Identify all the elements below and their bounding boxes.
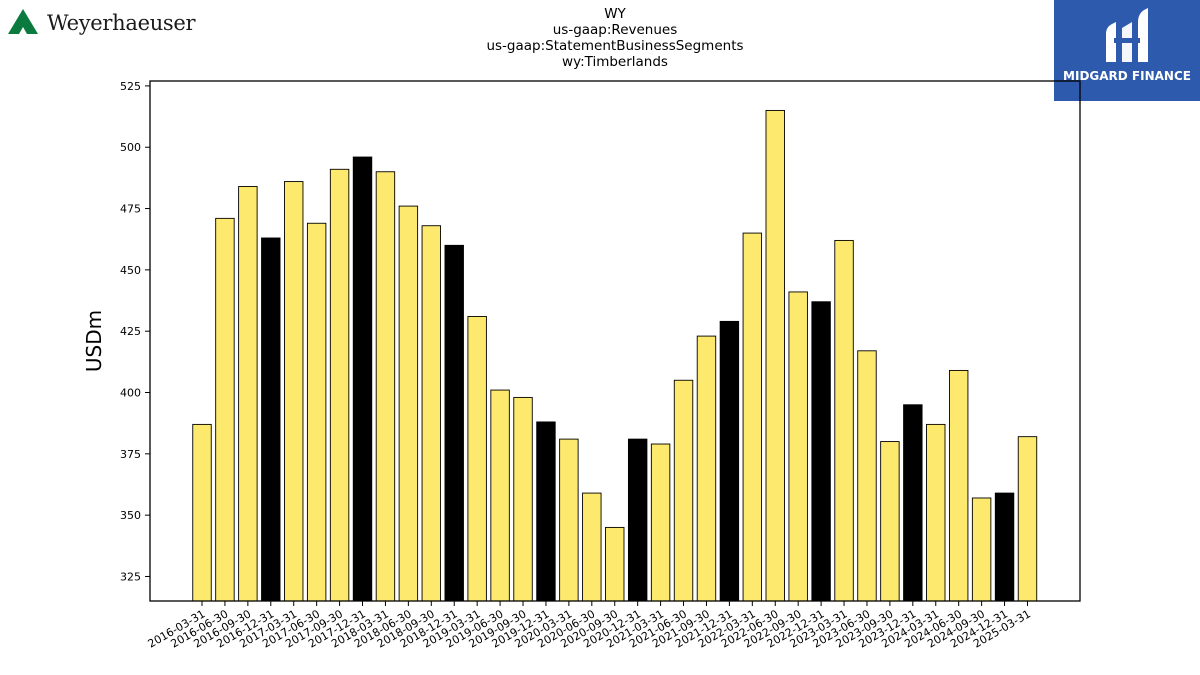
midgard-m-icon xyxy=(1106,8,1148,62)
y-tick-label: 525 xyxy=(120,80,141,93)
bar xyxy=(788,291,808,602)
company-logo-text: Weyerhaeuser xyxy=(47,11,196,35)
bar xyxy=(192,423,212,602)
bar xyxy=(238,186,258,602)
bar xyxy=(994,492,1015,602)
bar xyxy=(811,301,831,602)
bar xyxy=(834,239,854,602)
bars-group xyxy=(192,109,1038,602)
bar xyxy=(880,441,900,602)
bar xyxy=(490,389,510,602)
chart-title-line: wy:Timberlands xyxy=(562,54,668,70)
bar xyxy=(627,438,648,602)
bar xyxy=(605,526,625,602)
bar xyxy=(673,379,694,602)
bar xyxy=(926,423,946,602)
bar xyxy=(536,421,556,602)
bar xyxy=(696,335,717,602)
chart-title-line: us-gaap:Revenues xyxy=(552,22,678,38)
chart-title: WY us-gaap:Revenues us-gaap:StatementBus… xyxy=(415,6,815,70)
bar xyxy=(421,225,441,602)
bar xyxy=(650,443,671,602)
y-axis: 325 350 375 400 425 450 475 500 525 xyxy=(120,80,150,583)
brand-logo-text: MIDGARD FINANCE xyxy=(1063,69,1191,83)
y-tick-label: 350 xyxy=(120,509,141,522)
bar xyxy=(857,350,877,602)
bar xyxy=(329,168,350,602)
y-tick-label: 325 xyxy=(120,570,141,583)
bar xyxy=(765,109,785,602)
bar xyxy=(582,492,602,602)
bar xyxy=(215,217,235,602)
y-tick-label: 500 xyxy=(120,141,141,154)
y-tick-label: 475 xyxy=(120,203,141,216)
bar xyxy=(948,369,969,602)
y-tick-label: 375 xyxy=(120,448,141,461)
company-logo: Weyerhaeuser xyxy=(6,8,206,42)
bar xyxy=(1017,436,1038,602)
brand-logo: MIDGARD FINANCE xyxy=(1054,0,1200,101)
bar xyxy=(398,205,419,602)
bar xyxy=(467,316,487,602)
bar xyxy=(971,497,992,602)
bar xyxy=(742,232,763,602)
bar xyxy=(352,156,373,602)
bar xyxy=(306,222,327,602)
y-tick-label: 425 xyxy=(120,325,141,338)
tree-icon xyxy=(8,9,38,34)
y-tick-label: 400 xyxy=(120,387,141,400)
chart-title-line: us-gaap:StatementBusinessSegments xyxy=(486,38,744,54)
bar xyxy=(719,320,740,602)
x-axis: 2016-03-312016-06-302016-09-302016-12-31… xyxy=(146,601,1033,651)
bar xyxy=(261,237,281,602)
bar xyxy=(559,438,579,602)
chart-title-line: WY xyxy=(604,6,626,22)
bar xyxy=(375,171,396,602)
y-tick-label: 450 xyxy=(120,264,141,277)
plot-frame xyxy=(149,80,1081,602)
y-axis-label: USDm xyxy=(82,310,106,372)
bar xyxy=(903,404,923,602)
bar xyxy=(444,244,464,602)
bar xyxy=(284,181,304,602)
bar xyxy=(513,396,533,602)
